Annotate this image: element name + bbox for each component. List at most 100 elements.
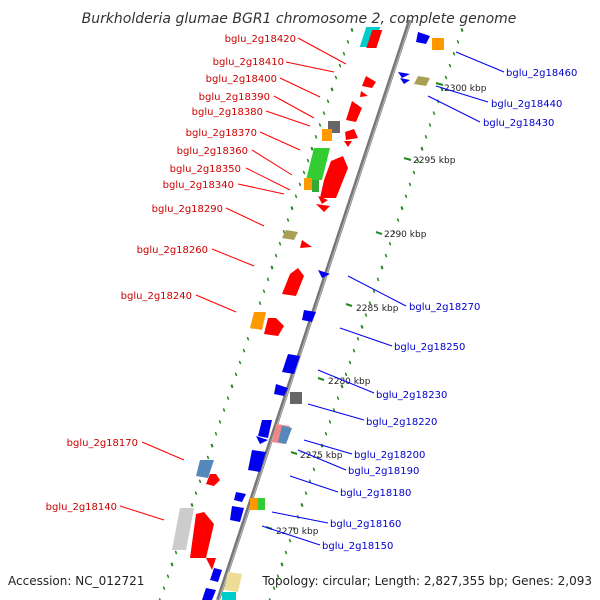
gc-ticks-outer-right — [268, 28, 464, 600]
gene-block — [250, 312, 266, 330]
gene-label-bglu-2g18370[interactable]: bglu_2g18370 — [186, 128, 257, 139]
gene-arrow — [362, 76, 376, 88]
gene-label-bglu-2g18390[interactable]: bglu_2g18390 — [199, 92, 270, 103]
gc-tick — [346, 40, 350, 44]
gc-tick — [226, 396, 230, 400]
gc-tick — [322, 111, 326, 115]
gc-tick — [416, 158, 420, 163]
scale-marks: 2300 kbp 2295 kbp 2290 kbp 2285 kbp 2280… — [265, 82, 487, 537]
gc-tick — [342, 51, 346, 56]
gene-label-bglu-2g18160[interactable]: bglu_2g18160 — [330, 519, 401, 530]
scale-label-2295: 2295 kbp — [413, 156, 456, 166]
gc-tick — [292, 526, 296, 531]
gene-label-bglu-2g18150[interactable]: bglu_2g18150 — [322, 541, 393, 552]
gc-tick — [328, 420, 332, 424]
gene-label-bglu-2g18170[interactable]: bglu_2g18170 — [67, 438, 138, 449]
gc-tick — [348, 360, 352, 365]
gc-tick — [344, 372, 348, 377]
gene-block — [322, 129, 332, 141]
gene-label-bglu-2g18260[interactable]: bglu_2g18260 — [137, 245, 208, 256]
gene-label-bglu-2g18250[interactable]: bglu_2g18250 — [394, 342, 465, 353]
gc-tick — [294, 194, 298, 199]
gc-tick — [174, 550, 178, 555]
gene-arrow — [248, 450, 266, 472]
gc-tick — [198, 479, 202, 484]
gene-label-bglu-2g18350[interactable]: bglu_2g18350 — [170, 164, 241, 175]
gc-tick — [230, 384, 234, 389]
gc-tick — [314, 135, 318, 139]
gc-tick — [246, 336, 250, 341]
left-labels: bglu_2g18420 bglu_2g18410 bglu_2g18400 b… — [46, 34, 296, 513]
gc-tick — [408, 182, 412, 187]
gc-tick — [276, 574, 280, 579]
gene-label-bglu-2g18360[interactable]: bglu_2g18360 — [177, 146, 248, 157]
gene-arrow — [345, 129, 358, 140]
gc-tick — [368, 301, 372, 305]
gene-label-bglu-2g18340[interactable]: bglu_2g18340 — [163, 180, 234, 191]
gene-label-bglu-2g18460[interactable]: bglu_2g18460 — [506, 68, 577, 79]
gc-tick — [214, 431, 218, 436]
gc-tick — [162, 586, 166, 590]
gene-label-bglu-2g18220[interactable]: bglu_2g18220 — [366, 417, 437, 428]
gc-tick — [356, 336, 360, 341]
gene-label-bglu-2g18180[interactable]: bglu_2g18180 — [340, 488, 411, 499]
gc-tick — [270, 265, 274, 270]
gc-tick — [338, 63, 342, 68]
gene-arrow — [360, 91, 368, 97]
gene-label-bglu-2g18420[interactable]: bglu_2g18420 — [225, 34, 296, 45]
gc-tick — [420, 146, 424, 151]
gc-tick — [166, 574, 170, 579]
left-label-leaders — [119, 37, 347, 521]
gene-arrow — [274, 384, 288, 396]
gc-tick — [170, 562, 174, 567]
gene-arrow — [300, 240, 312, 248]
gc-tick — [336, 396, 340, 400]
right-label-leaders — [261, 51, 505, 546]
gc-tick — [302, 170, 306, 175]
gene-label-bglu-2g18290[interactable]: bglu_2g18290 — [152, 204, 223, 215]
gc-tick — [424, 135, 428, 139]
gene-label-bglu-2g18230[interactable]: bglu_2g18230 — [376, 390, 447, 401]
gene-label-bglu-2g18410[interactable]: bglu_2g18410 — [213, 57, 284, 68]
gc-tick — [404, 194, 408, 199]
gene-arrow — [206, 474, 220, 486]
gene-arrow — [230, 506, 244, 522]
map-title: Burkholderia glumae BGR1 chromosome 2, c… — [82, 11, 517, 27]
scale-label-2300: 2300 kbp — [444, 84, 487, 94]
gc-tick — [452, 51, 456, 56]
gene-arrow — [190, 512, 214, 558]
gene-arrow — [344, 141, 352, 147]
scale-label-2290: 2290 kbp — [384, 230, 427, 240]
gc-tick — [412, 170, 416, 175]
gc-tick — [384, 253, 388, 258]
gc-tick — [456, 40, 460, 44]
gc-tick — [340, 384, 344, 389]
gene-label-bglu-2g18140[interactable]: bglu_2g18140 — [46, 502, 117, 513]
gene-block — [250, 498, 258, 510]
gene-label-bglu-2g18200[interactable]: bglu_2g18200 — [354, 450, 425, 461]
scale-label-2285: 2285 kbp — [356, 304, 399, 314]
gc-tick — [310, 146, 314, 151]
gene-arrow — [210, 568, 222, 582]
gc-tick — [330, 87, 334, 92]
gc-tick — [284, 550, 288, 555]
summary-text: Topology: circular; Length: 2,827,355 bp… — [261, 574, 592, 588]
gene-block — [172, 508, 194, 550]
gene-block — [196, 460, 214, 478]
gc-tick — [238, 360, 242, 365]
gc-tick — [444, 75, 448, 80]
gc-tick — [364, 313, 368, 317]
gene-arrow — [320, 156, 348, 198]
gene-arrow — [400, 78, 410, 84]
gene-label-bglu-2g18190[interactable]: bglu_2g18190 — [348, 466, 419, 477]
gene-label-bglu-2g18400[interactable]: bglu_2g18400 — [206, 74, 277, 85]
gc-tick — [210, 443, 214, 448]
gene-label-bglu-2g18440[interactable]: bglu_2g18440 — [491, 99, 562, 110]
right-labels: bglu_2g18460 bglu_2g18440 bglu_2g18430 b… — [322, 68, 577, 552]
gene-label-bglu-2g18240[interactable]: bglu_2g18240 — [121, 291, 192, 302]
gene-label-bglu-2g18430[interactable]: bglu_2g18430 — [483, 118, 554, 129]
gene-label-bglu-2g18380[interactable]: bglu_2g18380 — [192, 107, 263, 118]
gc-tick — [376, 277, 380, 282]
gene-arrow — [282, 268, 304, 296]
gene-label-bglu-2g18270[interactable]: bglu_2g18270 — [409, 302, 480, 313]
